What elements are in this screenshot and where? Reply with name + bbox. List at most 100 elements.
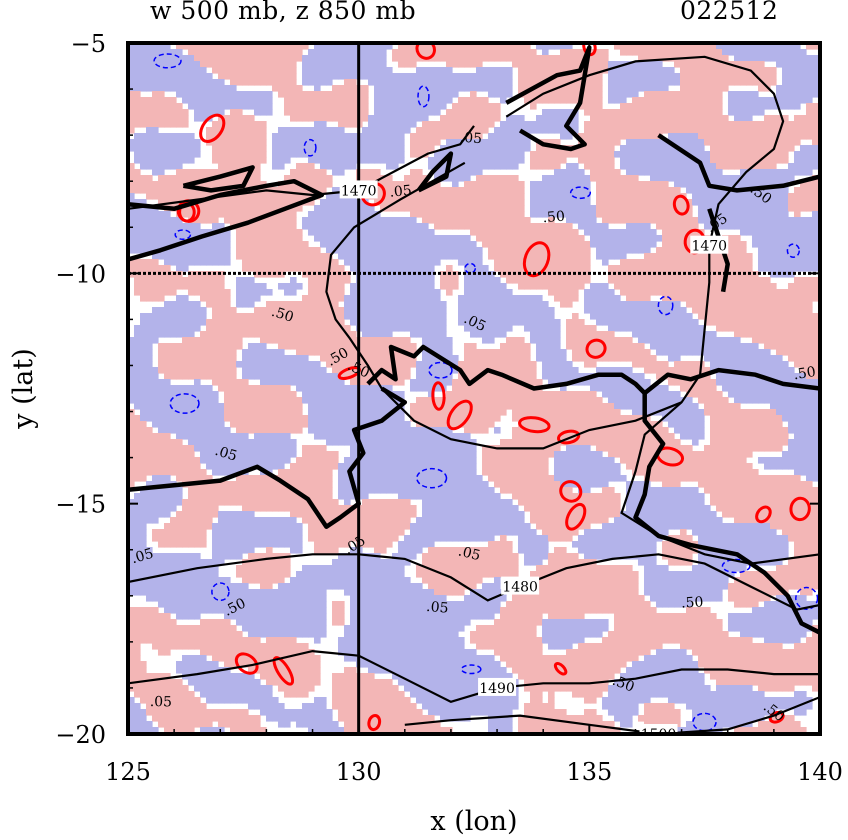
field-cell bbox=[158, 289, 165, 296]
field-cell bbox=[602, 313, 609, 320]
field-cell bbox=[392, 223, 399, 230]
field-cell bbox=[392, 253, 399, 260]
field-cell bbox=[302, 337, 309, 344]
field-cell bbox=[428, 133, 435, 140]
field-cell bbox=[554, 289, 561, 296]
field-cell bbox=[698, 97, 705, 104]
field-cell bbox=[224, 319, 231, 326]
field-cell bbox=[368, 277, 375, 284]
field-cell bbox=[320, 325, 327, 332]
field-cell bbox=[170, 151, 177, 158]
field-cell bbox=[284, 289, 291, 296]
field-cell bbox=[320, 235, 327, 242]
field-cell bbox=[398, 313, 405, 320]
field-cell bbox=[644, 223, 651, 230]
field-cell bbox=[752, 169, 759, 176]
field-cell bbox=[128, 223, 135, 230]
field-cell bbox=[752, 127, 759, 134]
field-cell bbox=[698, 121, 705, 128]
field-cell bbox=[236, 175, 243, 182]
field-cell bbox=[734, 49, 741, 56]
field-cell bbox=[278, 163, 285, 170]
field-cell bbox=[626, 265, 633, 272]
field-cell bbox=[686, 241, 693, 248]
field-cell bbox=[572, 85, 579, 92]
field-cell bbox=[218, 55, 225, 62]
field-cell bbox=[362, 313, 369, 320]
field-cell bbox=[692, 151, 699, 158]
field-cell bbox=[686, 277, 693, 284]
field-cell bbox=[422, 331, 429, 338]
field-cell bbox=[464, 55, 471, 62]
field-cell bbox=[440, 283, 447, 290]
field-cell bbox=[392, 205, 399, 212]
field-cell bbox=[770, 79, 777, 86]
field-cell bbox=[746, 313, 753, 320]
field-cell bbox=[776, 193, 783, 200]
field-cell bbox=[692, 259, 699, 266]
field-cell bbox=[212, 337, 219, 344]
field-cell bbox=[278, 259, 285, 266]
field-cell bbox=[656, 151, 663, 158]
field-cell bbox=[206, 55, 213, 62]
field-cell bbox=[314, 331, 321, 338]
field-cell bbox=[494, 109, 501, 116]
field-cell bbox=[254, 313, 261, 320]
field-cell bbox=[686, 109, 693, 116]
field-cell bbox=[368, 313, 375, 320]
field-cell bbox=[776, 265, 783, 272]
field-cell bbox=[512, 139, 519, 146]
field-cell bbox=[632, 301, 639, 308]
field-cell bbox=[230, 43, 237, 50]
field-cell bbox=[758, 103, 765, 110]
field-cell bbox=[650, 49, 657, 56]
field-cell bbox=[320, 301, 327, 308]
field-cell bbox=[308, 97, 315, 104]
field-cell bbox=[806, 235, 813, 242]
field-cell bbox=[236, 115, 243, 122]
field-cell bbox=[686, 127, 693, 134]
field-cell bbox=[242, 259, 249, 266]
field-cell bbox=[806, 265, 813, 272]
field-cell bbox=[332, 133, 339, 140]
field-cell bbox=[314, 115, 321, 122]
field-cell bbox=[650, 151, 657, 158]
field-cell bbox=[632, 67, 639, 74]
field-cell bbox=[758, 319, 765, 326]
field-cell bbox=[314, 67, 321, 74]
field-cell bbox=[404, 295, 411, 302]
field-cell bbox=[758, 163, 765, 170]
field-cell bbox=[404, 223, 411, 230]
field-cell bbox=[788, 103, 795, 110]
field-cell bbox=[590, 133, 597, 140]
field-cell bbox=[182, 115, 189, 122]
field-cell bbox=[308, 259, 315, 266]
field-cell bbox=[308, 313, 315, 320]
field-cell bbox=[434, 55, 441, 62]
field-cell bbox=[500, 235, 507, 242]
field-cell bbox=[602, 289, 609, 296]
field-cell bbox=[494, 331, 501, 338]
field-cell bbox=[572, 265, 579, 272]
field-cell bbox=[158, 139, 165, 146]
field-cell bbox=[380, 223, 387, 230]
field-cell bbox=[542, 283, 549, 290]
field-cell bbox=[398, 85, 405, 92]
field-cell bbox=[758, 175, 765, 182]
field-cell bbox=[224, 199, 231, 206]
field-cell bbox=[608, 133, 615, 140]
field-cell bbox=[248, 115, 255, 122]
field-cell bbox=[134, 199, 141, 206]
field-cell bbox=[626, 43, 633, 50]
field-cell bbox=[188, 337, 195, 344]
field-cell bbox=[578, 271, 585, 278]
field-cell bbox=[518, 55, 525, 62]
field-cell bbox=[230, 211, 237, 218]
field-cell bbox=[326, 235, 333, 242]
field-cell bbox=[170, 277, 177, 284]
field-cell bbox=[770, 103, 777, 110]
field-cell bbox=[182, 139, 189, 146]
field-cell bbox=[332, 85, 339, 92]
field-cell bbox=[698, 217, 705, 224]
field-cell bbox=[674, 127, 681, 134]
